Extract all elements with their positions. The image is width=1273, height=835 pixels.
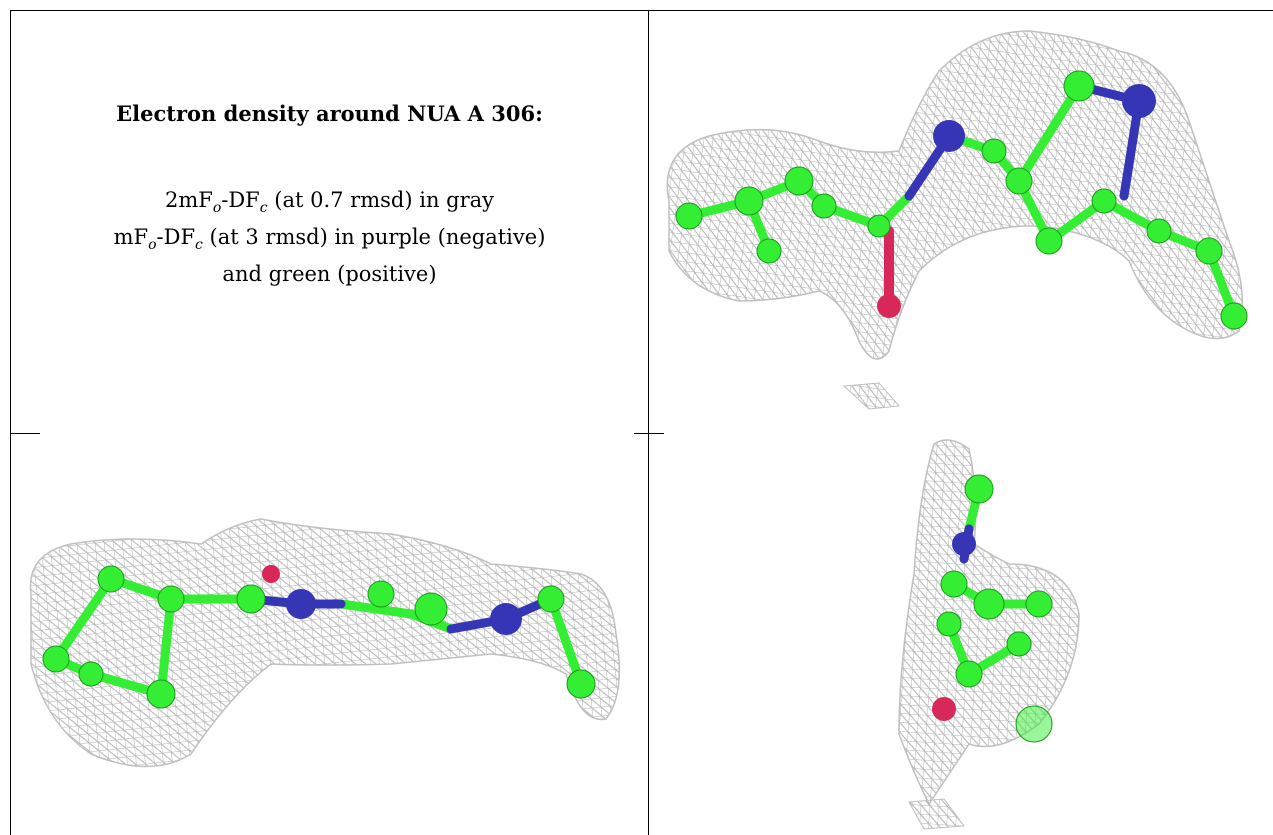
border-left: [10, 10, 11, 835]
density-view-bottom-left: [11, 434, 648, 835]
mesh-fragment: [842, 382, 901, 410]
mesh-envelope: [29, 518, 621, 768]
density-map-bottom-left: [29, 518, 621, 768]
border-top: [10, 10, 1273, 11]
caption-line-2: mFo-DFc (at 3 rmsd) in purple (negative): [113, 225, 546, 254]
caption-title: Electron density around NUA A 306:: [116, 101, 543, 126]
density-map-bottom-right: [898, 439, 1080, 830]
mesh-envelope: [666, 30, 1244, 360]
caption-line-3: and green (positive): [222, 262, 437, 287]
caption-body: 2mFo-DFc (at 0.7 rmsd) in gray mFo-DFc (…: [114, 186, 546, 289]
mesh-fragment: [908, 798, 965, 830]
caption-line-1: 2mFo-DFc (at 0.7 rmsd) in gray: [164, 188, 495, 217]
border-middle-vertical: [648, 10, 649, 835]
border-middle-horizontal-left: [10, 433, 40, 434]
border-middle-horizontal-center: [634, 433, 664, 434]
density-view-bottom-right: [649, 434, 1273, 835]
caption-cell: Electron density around NUA A 306: 2mFo-…: [11, 11, 648, 433]
density-map-top-right: [666, 30, 1248, 410]
density-view-top-right: [649, 11, 1273, 433]
